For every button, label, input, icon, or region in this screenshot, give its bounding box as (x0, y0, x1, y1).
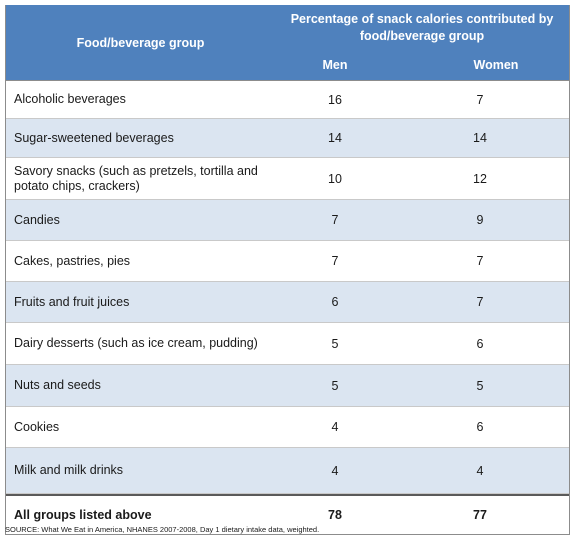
table-row: Milk and milk drinks 4 4 (6, 448, 569, 494)
row-women-value: 7 (476, 295, 484, 309)
percentage-spanning-header: Percentage of snack calories contributed… (290, 12, 554, 43)
row-men-value: 5 (331, 336, 339, 351)
row-women-value: 6 (476, 336, 484, 351)
row-food-group: Savory snacks (such as pretzels, tortill… (14, 163, 258, 193)
table-row: Cakes, pastries, pies 7 7 (6, 241, 569, 282)
food-group-column-header: Food/beverage group (76, 35, 205, 50)
row-food-group: Nuts and seeds (14, 378, 101, 392)
row-food-group: Sugar-sweetened beverages (14, 130, 174, 145)
men-column-header: Men (322, 58, 348, 72)
row-men-value: 4 (331, 420, 339, 434)
row-women-value: 6 (476, 420, 484, 434)
table-row: Dairy desserts (such as ice cream, puddi… (6, 323, 569, 365)
row-food-group: Milk and milk drinks (14, 463, 124, 477)
row-food-group: Candies (14, 212, 60, 227)
row-men-value: 4 (331, 463, 339, 478)
row-men-value: 14 (328, 131, 342, 145)
row-food-group: Fruits and fruit juices (14, 294, 130, 309)
table-row: Nuts and seeds 5 5 (6, 365, 569, 407)
row-women-value: 7 (476, 92, 484, 107)
table-row: Sugar-sweetened beverages 14 14 (6, 119, 569, 158)
table-row: Fruits and fruit juices 6 7 (6, 282, 569, 323)
row-women-value: 7 (476, 254, 484, 268)
row-food-group: Dairy desserts (such as ice cream, puddi… (14, 336, 258, 350)
row-women-value: 14 (473, 131, 487, 145)
row-food-group: Cookies (14, 419, 60, 434)
row-women-value: 4 (476, 463, 484, 478)
snack-calories-table: Food/beverage group Percentage of snack … (5, 5, 570, 535)
total-women-value: 77 (473, 508, 487, 522)
table-row: Candies 7 9 (6, 200, 569, 241)
row-men-value: 7 (331, 254, 339, 268)
row-men-value: 16 (328, 92, 342, 107)
table-row: Cookies 4 6 (6, 407, 569, 448)
row-food-group: Alcoholic beverages (14, 92, 126, 106)
row-men-value: 5 (331, 378, 339, 393)
total-men-value: 78 (328, 508, 342, 522)
row-men-value: 6 (331, 295, 339, 309)
row-men-value: 10 (328, 171, 342, 186)
table-row: Savory snacks (such as pretzels, tortill… (6, 158, 569, 200)
table-header: Food/beverage group Percentage of snack … (6, 5, 569, 81)
women-column-header: Women (473, 58, 519, 72)
total-label: All groups listed above (14, 507, 152, 522)
row-women-value: 12 (473, 171, 487, 186)
source-note: SOURCE: What We Eat in America, NHANES 2… (5, 525, 320, 534)
row-women-value: 9 (476, 213, 484, 227)
row-men-value: 7 (331, 213, 339, 227)
total-row: All groups listed above 78 77 (6, 494, 569, 534)
row-food-group: Cakes, pastries, pies (14, 253, 131, 268)
row-women-value: 5 (476, 378, 484, 393)
table-row: Alcoholic beverages 16 7 (6, 81, 569, 119)
